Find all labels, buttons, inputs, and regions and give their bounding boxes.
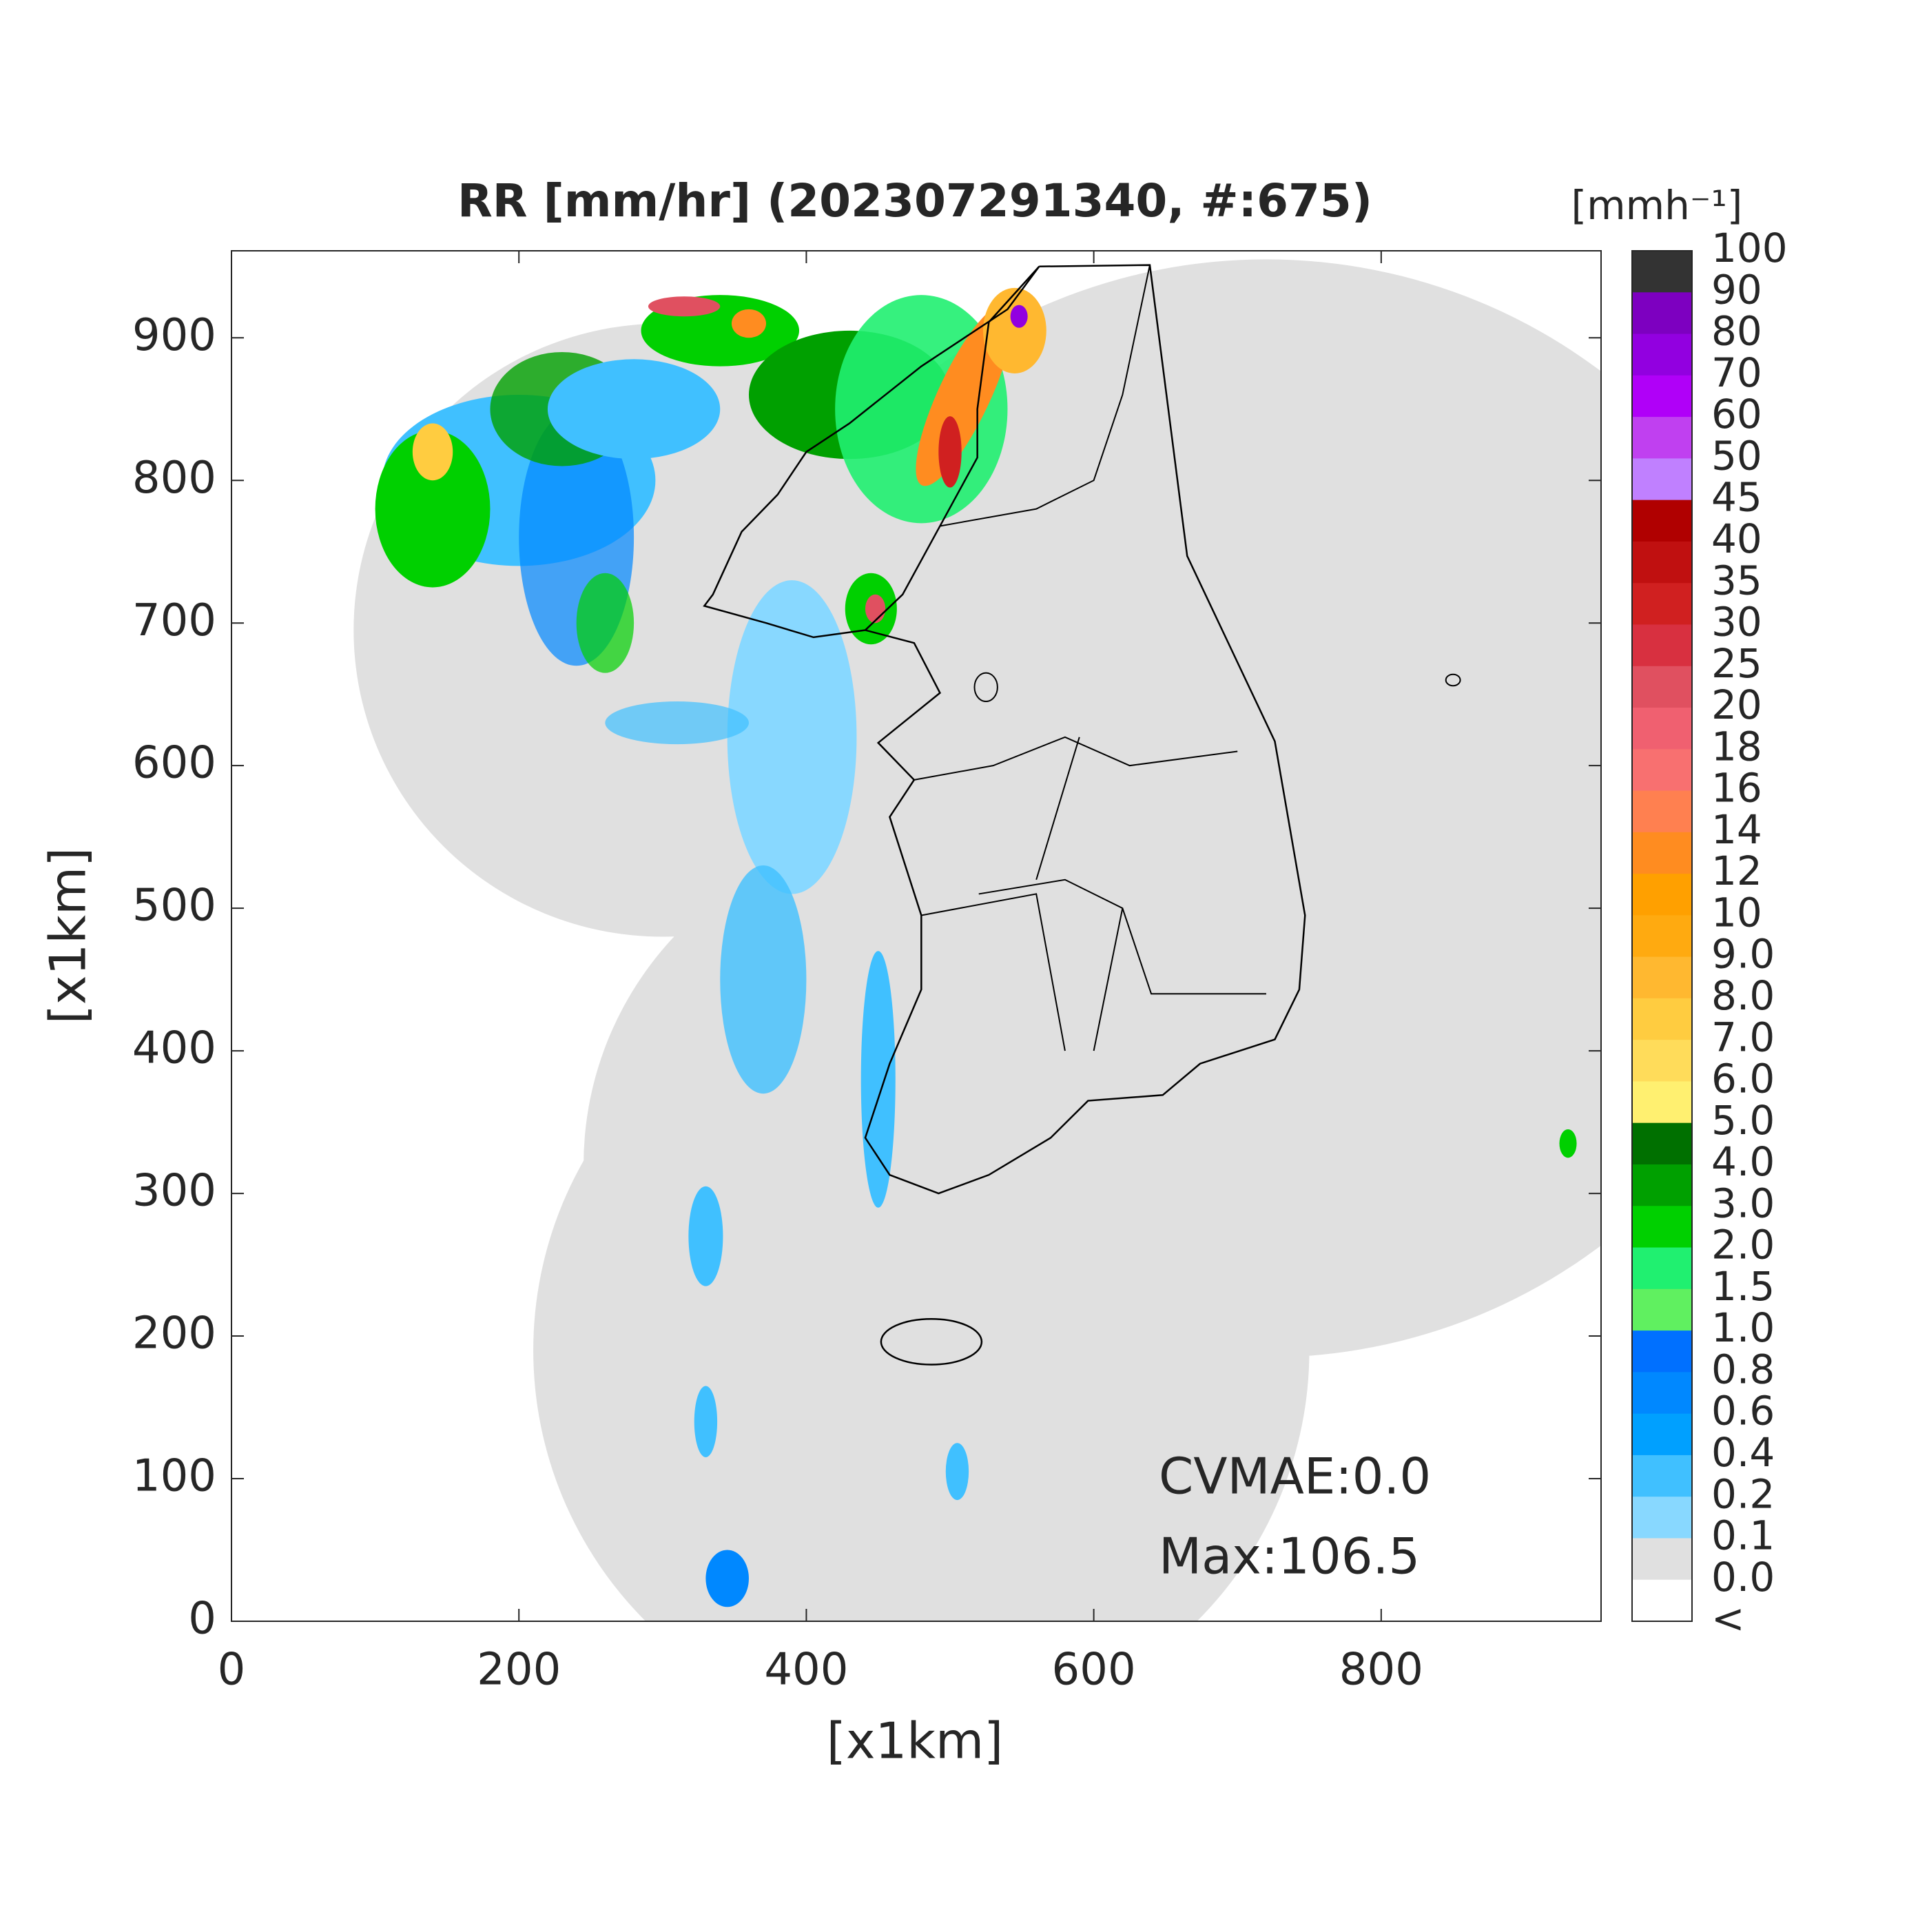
- colorbar-segment: [1632, 956, 1692, 999]
- colorbar-segment: [1632, 1288, 1692, 1331]
- y-tick-label: 100: [132, 1451, 216, 1502]
- colorbar-label: 45: [1711, 474, 1762, 521]
- colorbar-segment: [1632, 998, 1692, 1040]
- colorbar-segment: [1632, 292, 1692, 335]
- colorbar-segment: [1632, 624, 1692, 667]
- colorbar-label: 35: [1711, 557, 1762, 604]
- colorbar-label: 60: [1711, 391, 1762, 438]
- colorbar-segment: [1632, 1497, 1692, 1539]
- colorbar-label: 8.0: [1711, 972, 1775, 1019]
- x-axis-label: [x1km]: [827, 1712, 1003, 1770]
- colorbar-label: 40: [1711, 515, 1762, 562]
- y-axis-label: [x1km]: [39, 847, 97, 1024]
- colorbar-segment: [1632, 1538, 1692, 1581]
- colorbar-segment: [1632, 333, 1692, 376]
- colorbar-segment: [1632, 541, 1692, 584]
- colorbar-label: 50: [1711, 432, 1762, 479]
- colorbar-segment: [1632, 790, 1692, 833]
- colorbar-label: 0.6: [1711, 1388, 1775, 1435]
- x-tick-label: 200: [477, 1645, 561, 1696]
- coastlines: [704, 265, 1460, 1365]
- colorbar-segment: [1632, 666, 1692, 708]
- y-tick-label: 200: [132, 1308, 216, 1359]
- colorbar-label: 12: [1711, 847, 1762, 894]
- colorbar-label: 6.0: [1711, 1056, 1775, 1102]
- map-title: RR [mm/hr] (202307291340, #:675): [457, 174, 1372, 227]
- colorbar-segment: [1632, 500, 1692, 542]
- colorbar-label: 1.5: [1711, 1263, 1775, 1310]
- colorbar-segment: [1632, 708, 1692, 750]
- x-tick-label: 0: [218, 1645, 246, 1696]
- y-tick-label: 800: [132, 453, 216, 504]
- colorbar-segment: [1632, 1372, 1692, 1415]
- y-tick-label: 700: [132, 595, 216, 646]
- x-tick-label: 600: [1052, 1645, 1136, 1696]
- colorbar-label: 0.2: [1711, 1470, 1775, 1517]
- colorbar-label: 25: [1711, 640, 1762, 687]
- colorbar-label: 0.0: [1711, 1554, 1775, 1601]
- colorbar-segment: [1632, 1081, 1692, 1124]
- colorbar-segment: [1632, 583, 1692, 625]
- colorbar-segment: [1632, 832, 1692, 874]
- colorbar-segment: [1632, 1455, 1692, 1497]
- colorbar-label: 9.0: [1711, 931, 1775, 978]
- annotation: Max:106.5: [1159, 1528, 1420, 1585]
- colorbar-label: 30: [1711, 599, 1762, 646]
- x-tick-label: 400: [764, 1645, 848, 1696]
- colorbar-segment: [1632, 375, 1692, 418]
- colorbar-segment: [1632, 417, 1692, 459]
- colorbar-label: 18: [1711, 723, 1762, 770]
- y-tick-label: 0: [188, 1594, 216, 1645]
- colorbar-label: 4.0: [1711, 1138, 1775, 1185]
- colorbar-label: 16: [1711, 765, 1762, 812]
- x-tick-label: 800: [1339, 1645, 1423, 1696]
- colorbar-segment: [1632, 1247, 1692, 1290]
- colorbar-label: 5.0: [1711, 1097, 1775, 1144]
- colorbar-segment: [1632, 1040, 1692, 1082]
- colorbar-label: 0.1: [1711, 1512, 1775, 1559]
- colorbar-segment: [1632, 458, 1692, 501]
- colorbar-segment: [1632, 251, 1692, 293]
- y-tick-label: 600: [132, 738, 216, 789]
- colorbar-label: 20: [1711, 681, 1762, 728]
- colorbar-frame: [1631, 250, 1693, 1622]
- colorbar-segment: [1632, 1164, 1692, 1206]
- colorbar-segment: [1632, 1122, 1692, 1165]
- colorbar-unit: [mmh⁻¹]: [1571, 182, 1743, 229]
- colorbar-label: 14: [1711, 806, 1762, 853]
- colorbar-label: <: [1711, 1595, 1745, 1642]
- annotation: CVMAE:0.0: [1159, 1448, 1431, 1505]
- y-tick-label: 400: [132, 1023, 216, 1074]
- colorbar-segment: [1632, 1579, 1692, 1622]
- colorbar-label: 3.0: [1711, 1180, 1775, 1226]
- colorbar-label: 80: [1711, 308, 1762, 355]
- colorbar-segment: [1632, 1330, 1692, 1373]
- colorbar-label: 0.4: [1711, 1429, 1775, 1476]
- y-tick-label: 500: [132, 881, 216, 932]
- colorbar-segment: [1632, 1206, 1692, 1248]
- colorbar-label: 70: [1711, 349, 1762, 396]
- colorbar-label: 100: [1711, 225, 1788, 271]
- colorbar-segment: [1632, 915, 1692, 958]
- colorbar-segment: [1632, 874, 1692, 916]
- colorbar-label: 1.0: [1711, 1304, 1775, 1351]
- radar-map: [353, 259, 1601, 1621]
- axes-box: [231, 250, 1602, 1622]
- colorbar-label: 2.0: [1711, 1222, 1775, 1268]
- colorbar-label: 0.8: [1711, 1346, 1775, 1393]
- colorbar-label: 7.0: [1711, 1014, 1775, 1060]
- colorbar-label: 10: [1711, 889, 1762, 936]
- y-tick-label: 900: [132, 310, 216, 361]
- colorbar-segment: [1632, 749, 1692, 792]
- map-area: [353, 259, 1601, 1621]
- colorbar-label: 90: [1711, 266, 1762, 313]
- colorbar-segment: [1632, 1413, 1692, 1456]
- y-tick-label: 300: [132, 1166, 216, 1217]
